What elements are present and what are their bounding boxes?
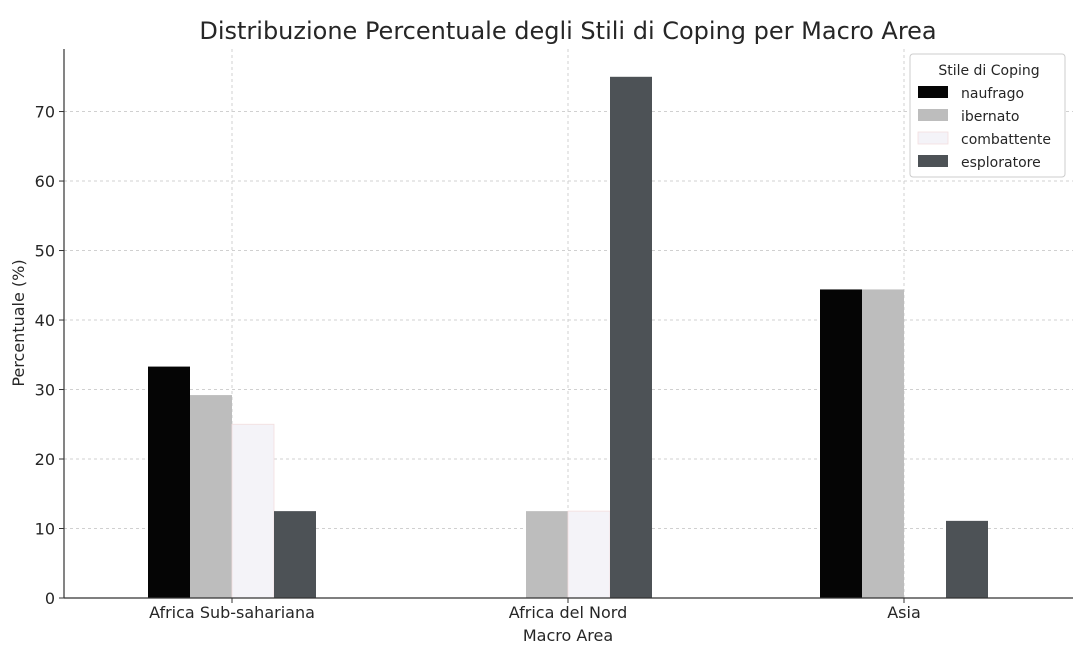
legend-swatch-naufrago bbox=[918, 86, 948, 98]
y-tick-label: 10 bbox=[35, 520, 55, 539]
y-tick-label: 20 bbox=[35, 450, 55, 469]
legend-label-esploratore: esploratore bbox=[961, 155, 1041, 171]
y-axis-label: Percentuale (%) bbox=[9, 259, 28, 386]
bar-ibernato bbox=[190, 395, 232, 598]
legend: Stile di Coping naufrago ibernato combatte… bbox=[909, 53, 1066, 178]
legend-swatch-esploratore bbox=[918, 155, 948, 167]
bar-esploratore bbox=[274, 511, 316, 598]
legend-label-naufrago: naufrago bbox=[961, 86, 1024, 102]
y-tick-label: 70 bbox=[35, 103, 55, 122]
y-tick-label: 50 bbox=[35, 242, 55, 261]
x-tick-label: Africa Sub-sahariana bbox=[149, 603, 315, 622]
bar-naufrago bbox=[148, 366, 190, 598]
x-tick-label: Asia bbox=[887, 603, 921, 622]
bar-ibernato bbox=[862, 289, 904, 598]
bar-ibernato bbox=[526, 511, 568, 598]
bar-naufrago bbox=[820, 289, 862, 598]
legend-title: Stile di Coping bbox=[938, 63, 1039, 79]
x-axis-label: Macro Area bbox=[523, 626, 613, 645]
x-ticks: Africa Sub-sahariana Africa del Nord Asia bbox=[149, 598, 921, 622]
y-tick-label: 40 bbox=[35, 311, 55, 330]
legend-swatch-ibernato bbox=[918, 109, 948, 121]
y-tick-label: 30 bbox=[35, 381, 55, 400]
bars bbox=[148, 76, 988, 599]
bar-combattente bbox=[231, 423, 275, 599]
y-tick-label: 60 bbox=[35, 172, 55, 191]
legend-swatch-combattente bbox=[917, 131, 949, 145]
bar-esploratore bbox=[610, 76, 652, 598]
legend-label-combattente: combattente bbox=[961, 132, 1051, 148]
y-tick-label: 0 bbox=[45, 589, 55, 608]
legend-label-ibernato: ibernato bbox=[961, 109, 1019, 125]
legend-box bbox=[909, 53, 1066, 178]
x-tick-label: Africa del Nord bbox=[509, 603, 627, 622]
y-ticks: 0 10 20 30 40 50 60 70 bbox=[35, 103, 64, 608]
bar-combattente bbox=[567, 510, 611, 599]
bar-esploratore bbox=[946, 520, 988, 598]
chart-title: Distribuzione Percentuale degli Stili di… bbox=[199, 17, 936, 45]
